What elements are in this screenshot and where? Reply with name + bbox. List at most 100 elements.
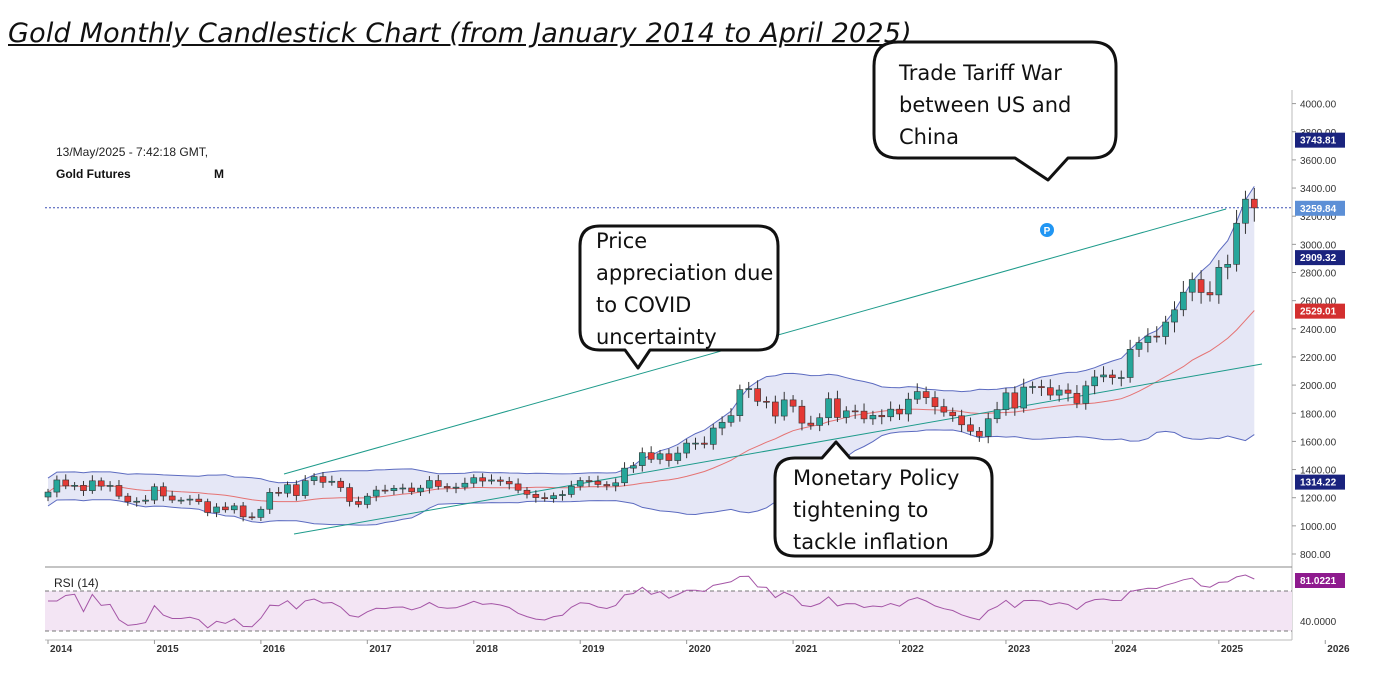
time-tick-label: 2025 <box>1221 644 1244 655</box>
price-tick-label: 2600.00 <box>1300 297 1337 308</box>
candle-body <box>301 480 309 496</box>
candle-body <box>1064 389 1072 394</box>
candle-body <box>452 486 460 489</box>
price-axis-labels: 800.00 1000.00 1200.00 1400.00 1600.00 1800.0… <box>1292 100 1337 561</box>
candle-body <box>674 452 682 461</box>
candle-body <box>638 452 646 466</box>
price-badge <box>1295 132 1345 148</box>
trendline-lower <box>293 363 1263 535</box>
price-tick-label: 3600.00 <box>1300 156 1337 167</box>
candle-body <box>381 489 389 492</box>
candle-body <box>204 501 211 513</box>
candle-body <box>1020 386 1028 409</box>
candle-body <box>976 430 983 437</box>
candle-body <box>736 389 744 416</box>
candle-body <box>195 498 203 502</box>
candle-body <box>931 397 939 407</box>
candle-body <box>905 398 912 415</box>
candle-body <box>293 484 300 496</box>
candle-body <box>878 415 886 418</box>
candle-body <box>106 485 114 487</box>
candle-body <box>763 400 770 403</box>
price-tick-label: 3000.00 <box>1300 240 1337 251</box>
candle-body <box>71 485 78 487</box>
candle-body <box>213 506 220 513</box>
bollinger-lower-line <box>47 429 1255 526</box>
candle-body <box>851 410 859 413</box>
candle-body <box>248 516 256 519</box>
rsi-line <box>48 574 1255 629</box>
price-badge-label: 3743.81 <box>1300 136 1337 147</box>
callout-monetary-bubble <box>773 440 994 558</box>
candle-body <box>443 486 451 489</box>
candle-body <box>940 406 948 413</box>
candle-body <box>1135 342 1143 350</box>
candle-body <box>745 388 753 390</box>
candle-body <box>816 417 823 426</box>
candle-body <box>1126 349 1134 378</box>
candle-body <box>133 500 140 503</box>
candle-body <box>842 410 850 418</box>
candle-body <box>585 480 593 482</box>
candle-body <box>1224 264 1232 268</box>
candle-body <box>834 398 841 418</box>
price-tick-label: 3400.00 <box>1300 184 1337 195</box>
candle-body <box>284 484 291 494</box>
rsi-title: RSI (14) <box>54 576 99 590</box>
candle-body <box>505 481 513 485</box>
candle-body <box>1233 222 1240 265</box>
candle-body <box>319 476 327 483</box>
candle-body <box>230 505 238 511</box>
candle-body <box>1100 374 1107 378</box>
candle-body <box>665 453 673 461</box>
price-tick-label: 4000.00 <box>1300 100 1337 111</box>
time-tick-label: 2026 <box>1327 644 1350 655</box>
price-badge <box>1295 250 1345 266</box>
candle-body <box>115 485 123 497</box>
candle-body <box>807 422 815 426</box>
candle-body <box>1082 385 1090 404</box>
time-tick-label: 2021 <box>795 644 818 655</box>
price-badge <box>1295 474 1345 490</box>
price-tick-label: 3200.00 <box>1300 212 1337 223</box>
candle-body <box>523 489 531 495</box>
candle-body <box>355 501 362 505</box>
price-tick-label: 2400.00 <box>1300 325 1337 336</box>
price-tick-label: 2800.00 <box>1300 269 1337 280</box>
chart-title: Gold Monthly Candlestick Chart (from Jan… <box>8 18 912 49</box>
callout-monetary-text: Monetary Policy tightening to tackle inf… <box>793 466 960 554</box>
candle-body <box>1073 392 1081 404</box>
candle-body <box>780 399 788 417</box>
candle-body <box>1162 321 1169 337</box>
candle-body <box>44 491 52 498</box>
candle-body <box>1242 198 1249 224</box>
candle-body <box>142 499 149 502</box>
candle-body <box>434 480 442 487</box>
candle-body <box>772 401 779 417</box>
rsi-level-label: 40.0000 <box>1300 617 1337 628</box>
candle-body <box>701 442 708 445</box>
candle-body <box>692 442 699 445</box>
candle-body <box>967 424 974 432</box>
candle-body <box>1011 392 1019 409</box>
candle-body <box>479 477 486 482</box>
candle-body <box>656 453 664 460</box>
candle-body <box>1197 279 1205 293</box>
candle-body <box>1091 376 1098 387</box>
candle-body <box>1188 279 1196 293</box>
time-tick-label: 2016 <box>263 644 286 655</box>
candle-body <box>239 505 247 518</box>
time-tick-label: 2017 <box>369 644 392 655</box>
rsi-band-fill <box>45 591 1292 631</box>
info-period: M <box>214 167 224 181</box>
candle-body <box>1206 292 1214 296</box>
info-symbol: Gold Futures <box>56 167 131 181</box>
time-tick-label: 2015 <box>156 644 179 655</box>
price-badge-label: 2909.32 <box>1300 253 1337 264</box>
candle-body <box>488 479 495 482</box>
candle-body <box>887 408 894 418</box>
candle-body <box>922 391 930 398</box>
candle-body <box>310 476 318 481</box>
price-badge <box>1295 200 1345 216</box>
